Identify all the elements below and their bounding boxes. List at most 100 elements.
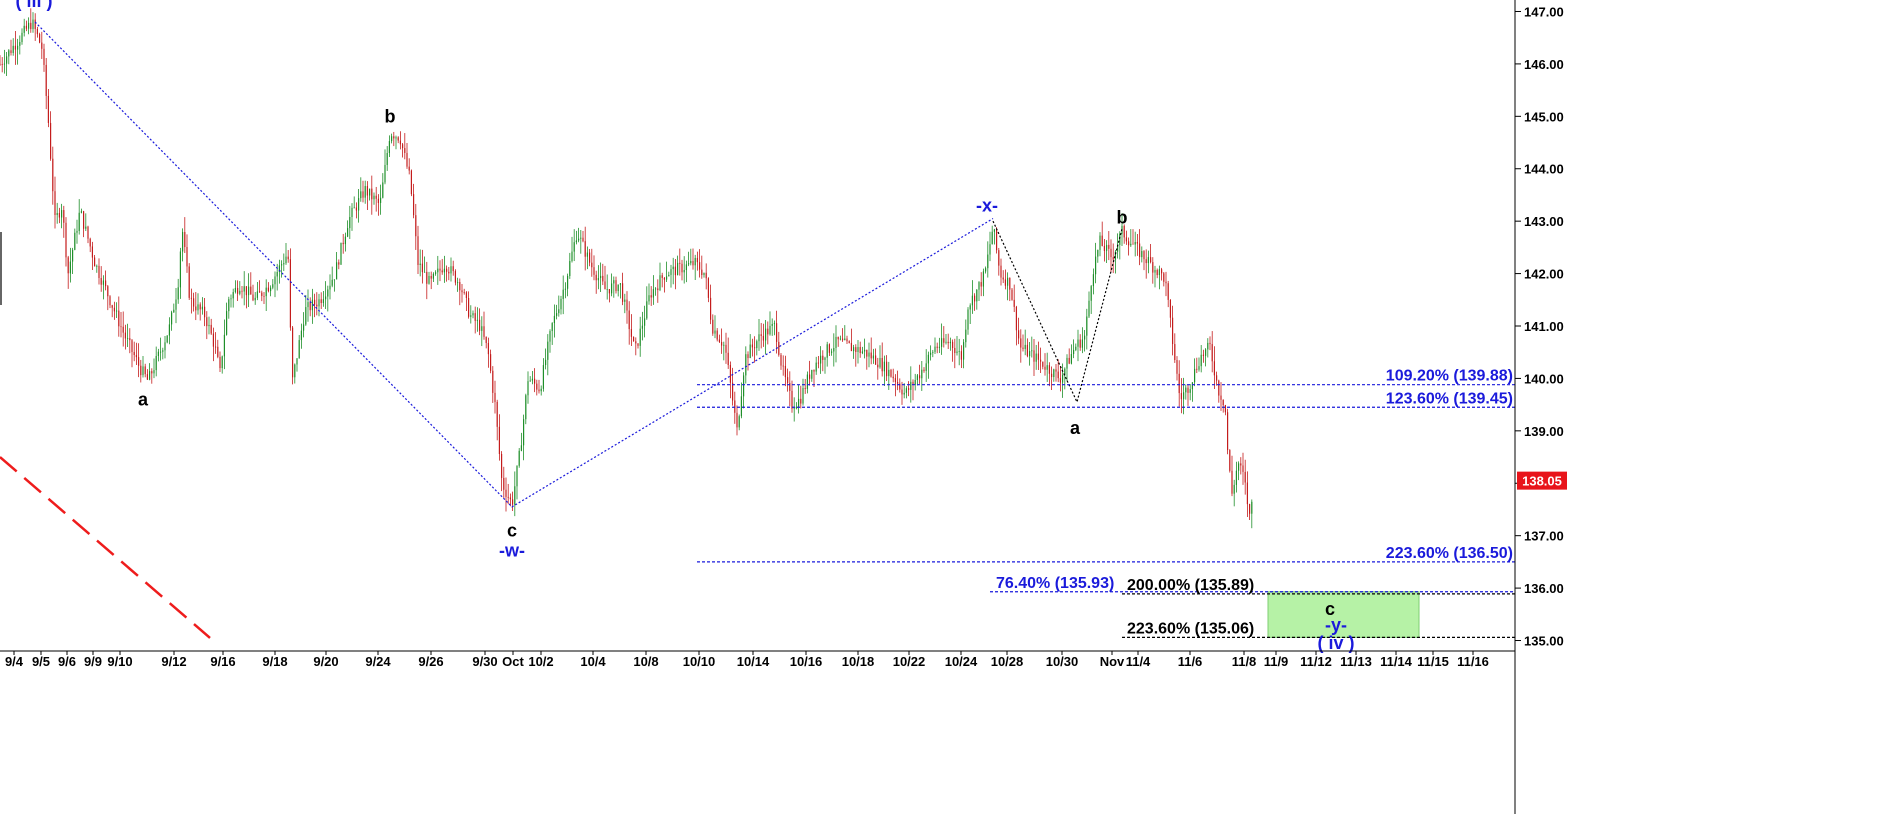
fib-level-label: 223.60% (136.50) <box>1386 545 1513 562</box>
candle-body <box>1178 373 1180 394</box>
candle-body <box>1246 482 1248 505</box>
candle-body <box>584 241 586 257</box>
candle-body <box>644 318 646 326</box>
candle-body <box>1147 257 1149 264</box>
candle-body <box>835 336 837 349</box>
candle-body <box>76 230 78 233</box>
date-axis: 9/4 9/5 9/6 9/9 9/10 9/12 9/16 9/18 9/20 9/24 9/26… <box>0 650 1515 669</box>
candle-body <box>498 426 500 454</box>
candle-body <box>701 269 703 276</box>
candle-body <box>551 323 553 332</box>
candle-body <box>160 351 162 353</box>
candle-body <box>1018 330 1020 339</box>
candle-body <box>1251 501 1253 514</box>
candle-body <box>406 152 408 167</box>
candle-body <box>384 164 386 183</box>
candle-body <box>186 247 188 267</box>
candle-body <box>457 282 459 283</box>
candle-body <box>875 355 877 365</box>
candle-body <box>527 381 529 396</box>
candle-body <box>509 497 511 500</box>
candle-body <box>232 292 234 299</box>
candle-body <box>868 352 870 357</box>
candle-body <box>820 355 822 364</box>
candle-body <box>373 195 375 200</box>
candle-body <box>1136 242 1138 244</box>
candle-body <box>956 351 958 354</box>
candle-body <box>712 319 714 334</box>
candle-body <box>472 313 474 316</box>
candle-body <box>1189 389 1191 393</box>
candle-body <box>800 398 802 404</box>
date-tick-label: 9/4 <box>5 654 24 669</box>
candle-body <box>989 244 991 255</box>
candle-body <box>347 228 349 237</box>
candle-body <box>725 344 727 353</box>
candle-body <box>789 382 791 391</box>
fib-level-label: 123.60% (139.45) <box>1386 390 1513 407</box>
candle-body <box>78 212 80 231</box>
candle-body <box>369 188 371 196</box>
candle-body <box>1229 450 1231 471</box>
candle-body <box>879 357 881 368</box>
candle-body <box>98 265 100 279</box>
candle-body <box>846 338 848 342</box>
candle-body <box>894 378 896 383</box>
wave-label: -x- <box>976 195 998 215</box>
candle-body <box>358 198 360 211</box>
candle-body <box>1233 484 1235 494</box>
candle-body <box>474 313 476 321</box>
candle-body <box>626 299 628 311</box>
candle-body <box>538 389 540 392</box>
candle-body <box>622 283 624 302</box>
candle-body <box>859 347 861 354</box>
candle-body <box>987 254 989 269</box>
candle-body <box>655 288 657 290</box>
candle-body <box>388 141 390 154</box>
candle-body <box>582 237 584 242</box>
candle-body <box>1062 375 1064 383</box>
candle-body <box>963 342 965 360</box>
candle-body <box>514 486 516 505</box>
wave-trend-line <box>992 220 1123 404</box>
candle-body <box>325 296 327 300</box>
candle-body <box>1037 353 1039 360</box>
candle-body <box>523 419 525 446</box>
candle-body <box>751 344 753 348</box>
candle-body <box>1231 470 1233 494</box>
candle-body <box>888 369 890 377</box>
candle-body <box>85 226 87 229</box>
candle-body <box>903 392 905 395</box>
candle-body <box>866 349 868 357</box>
candle-body <box>87 226 89 239</box>
candle-body <box>1059 378 1061 383</box>
date-tick-label: 11/8 <box>1232 654 1257 669</box>
candle-body <box>787 377 789 383</box>
candle-body <box>921 369 923 379</box>
candle-body <box>190 297 192 299</box>
date-tick-label: 10/30 <box>1046 654 1079 669</box>
candle-body <box>666 276 668 280</box>
candle-body <box>105 280 107 287</box>
wave-label: a <box>138 389 149 409</box>
date-tick-label: 11/14 <box>1380 654 1413 669</box>
candle-body <box>476 319 478 321</box>
candle-body <box>175 299 177 310</box>
candle-body <box>226 311 228 335</box>
candle-body <box>1216 375 1218 381</box>
candle-body <box>945 341 947 343</box>
candle-body <box>276 272 278 277</box>
candle-body <box>1220 395 1222 400</box>
candle-body <box>296 358 298 365</box>
candle-body <box>294 364 296 378</box>
candle-body <box>1024 344 1026 349</box>
candle-body <box>421 263 423 273</box>
candle-body <box>795 406 797 409</box>
candle-body <box>967 309 969 330</box>
candle-body <box>1112 257 1114 260</box>
candle-body <box>1097 249 1099 257</box>
candle-body <box>432 273 434 279</box>
candle-body <box>503 477 505 490</box>
price-tick-label: 137.00 <box>1524 529 1564 544</box>
price-tick-label: 142.00 <box>1524 267 1564 282</box>
